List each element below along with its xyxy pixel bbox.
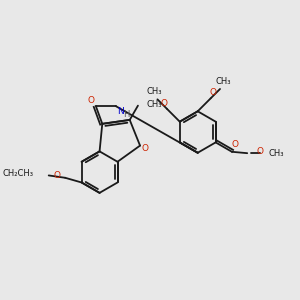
- Text: O: O: [142, 144, 148, 153]
- Text: CH₃: CH₃: [269, 149, 284, 158]
- Text: CH₃: CH₃: [147, 100, 162, 109]
- Text: CH₃: CH₃: [215, 77, 230, 86]
- Text: CH₃: CH₃: [147, 87, 162, 96]
- Text: O: O: [53, 170, 60, 179]
- Text: O: O: [256, 147, 263, 156]
- Text: N: N: [117, 106, 124, 116]
- Text: O: O: [210, 88, 217, 97]
- Text: O: O: [160, 99, 168, 108]
- Text: O: O: [87, 96, 94, 105]
- Text: CH₂CH₃: CH₂CH₃: [2, 169, 34, 178]
- Text: O: O: [231, 140, 238, 148]
- Text: H: H: [123, 110, 129, 119]
